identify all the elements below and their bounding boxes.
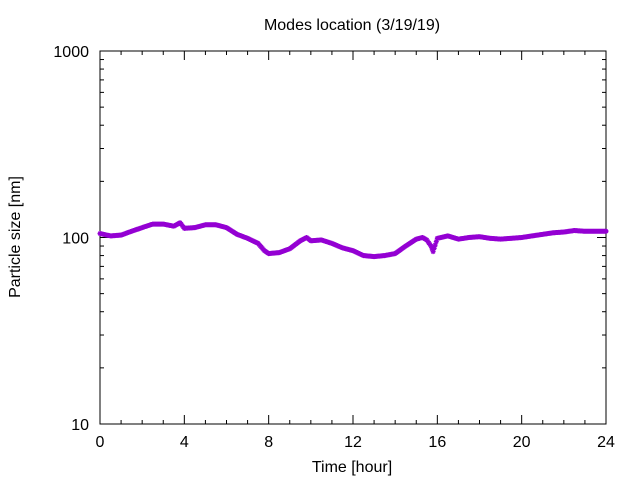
x-tick-label: 4 — [180, 434, 189, 451]
data-point — [431, 245, 437, 251]
y-tick-label: 1000 — [53, 44, 89, 61]
y-tick-label: 100 — [62, 231, 89, 248]
x-tick-label: 12 — [344, 434, 362, 451]
x-tick-label: 16 — [428, 434, 446, 451]
data-point — [603, 228, 609, 234]
chart-title: Modes location (3/19/19) — [264, 17, 440, 34]
x-tick-label: 20 — [513, 434, 531, 451]
data-point — [433, 239, 439, 245]
data-series — [97, 220, 609, 260]
y-tick-label: 10 — [71, 417, 89, 434]
y-axis-label: Particle size [nm] — [7, 176, 24, 298]
x-tick-label: 8 — [264, 434, 273, 451]
y-axis: 10 100 1000 — [53, 44, 606, 434]
data-point — [430, 249, 436, 255]
x-axis: 0 4 8 12 16 20 24 — [96, 51, 615, 451]
x-tick-label: 0 — [96, 434, 105, 451]
data-point — [428, 243, 434, 249]
x-tick-label: 24 — [597, 434, 615, 451]
data-point — [432, 242, 438, 248]
x-axis-label: Time [hour] — [312, 459, 392, 476]
